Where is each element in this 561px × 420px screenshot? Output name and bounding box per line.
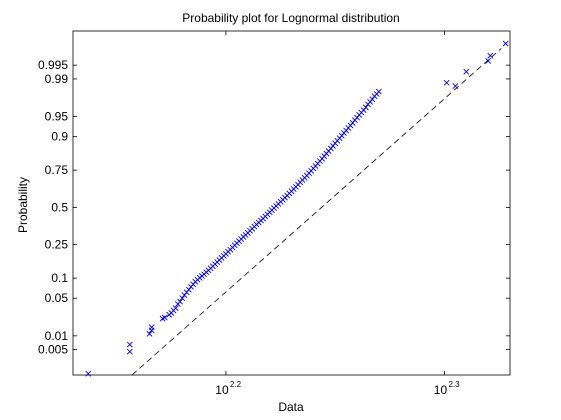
data-point xyxy=(179,295,186,302)
data-point xyxy=(185,286,192,293)
data-point xyxy=(85,370,92,377)
data-point xyxy=(452,83,459,89)
reference-line xyxy=(131,48,502,376)
y-tick-label: 0.1 xyxy=(51,271,68,285)
y-tick-label: 0.995 xyxy=(38,58,68,72)
y-tick-label: 0.5 xyxy=(51,200,68,214)
x-axis-ticks: 10 2.2 10 2.3 xyxy=(215,31,460,397)
y-tick-label: 0.75 xyxy=(45,163,69,177)
data-point xyxy=(487,52,494,59)
data-point xyxy=(177,298,183,305)
y-tick-label: 0.01 xyxy=(45,329,69,343)
data-point xyxy=(161,314,168,321)
data-point xyxy=(485,58,492,64)
data-point xyxy=(126,348,133,355)
x-tick-label-base: 10 xyxy=(215,383,229,397)
data-point xyxy=(362,104,369,111)
x-tick-label-base: 10 xyxy=(434,383,448,397)
x-tick-label-exponent: 2.2 xyxy=(230,380,242,389)
y-tick-label: 0.95 xyxy=(45,110,69,124)
data-point xyxy=(148,324,155,331)
chart-title: Probability plot for Lognormal distribut… xyxy=(182,11,399,25)
y-tick-label: 0.25 xyxy=(45,238,69,252)
data-point xyxy=(443,79,450,86)
y-tick-label: 0.05 xyxy=(45,291,69,305)
data-point xyxy=(172,305,179,312)
data-markers xyxy=(85,40,509,377)
y-tick-label: 0.005 xyxy=(38,343,68,357)
y-axis-label: Probability xyxy=(16,177,30,233)
data-point xyxy=(502,40,509,47)
x-tick-label-exponent: 2.3 xyxy=(448,380,460,389)
data-point xyxy=(463,68,470,75)
data-point xyxy=(375,88,382,95)
y-tick-label: 0.99 xyxy=(45,72,69,86)
plot-area xyxy=(72,30,511,376)
y-tick-label: 0.9 xyxy=(51,130,68,144)
data-point xyxy=(126,341,133,348)
data-point xyxy=(146,330,153,337)
data-point xyxy=(369,96,376,103)
x-axis-label: Data xyxy=(278,400,304,414)
